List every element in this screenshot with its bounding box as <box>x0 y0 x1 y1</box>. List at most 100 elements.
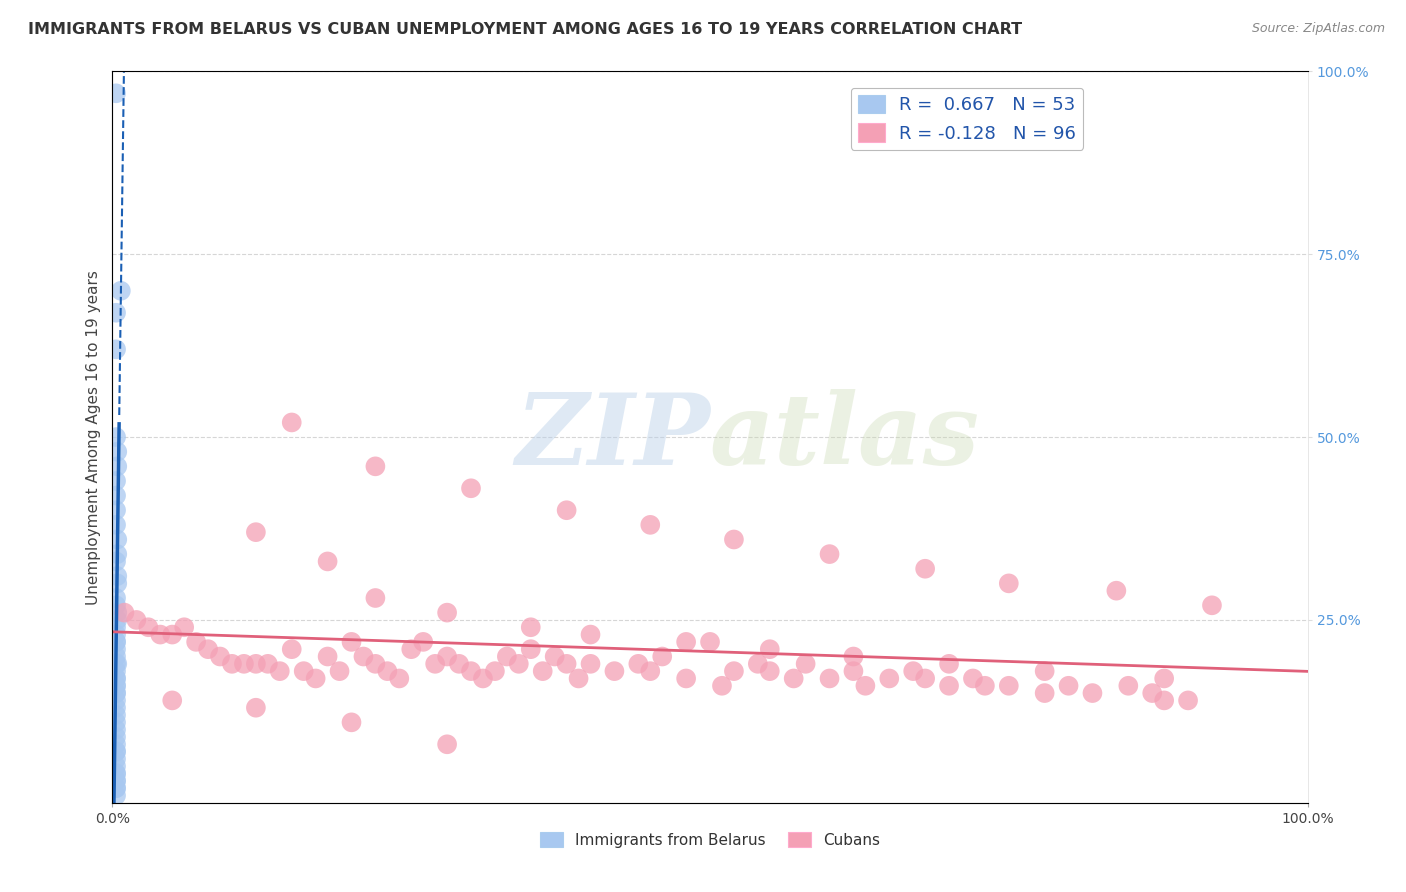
Point <box>711 679 734 693</box>
Point <box>1201 599 1223 613</box>
Point <box>105 657 128 671</box>
Point <box>436 649 458 664</box>
Point <box>105 723 128 737</box>
Point <box>316 554 339 568</box>
Point <box>747 657 769 671</box>
Point <box>388 672 411 686</box>
Point <box>555 503 578 517</box>
Point <box>105 627 128 641</box>
Point <box>879 672 901 686</box>
Legend: Immigrants from Belarus, Cubans: Immigrants from Belarus, Cubans <box>533 825 887 854</box>
Point <box>675 672 697 686</box>
Point <box>1153 672 1175 686</box>
Point <box>520 642 543 657</box>
Point <box>579 627 602 641</box>
Point <box>1118 679 1140 693</box>
Point <box>938 679 960 693</box>
Point <box>105 737 128 751</box>
Point <box>520 620 543 634</box>
Point <box>998 679 1021 693</box>
Point <box>114 606 135 620</box>
Point <box>233 657 256 671</box>
Point <box>105 789 128 803</box>
Point <box>1081 686 1104 700</box>
Point <box>329 664 352 678</box>
Point <box>531 664 554 678</box>
Point <box>162 693 183 707</box>
Point <box>162 627 183 641</box>
Point <box>105 635 128 649</box>
Point <box>1142 686 1164 700</box>
Point <box>221 657 243 671</box>
Point <box>794 657 817 671</box>
Point <box>209 649 232 664</box>
Point <box>105 576 128 591</box>
Point <box>257 657 280 671</box>
Point <box>640 664 662 678</box>
Point <box>105 459 128 474</box>
Point <box>269 664 291 678</box>
Point <box>316 649 339 664</box>
Point <box>568 672 591 686</box>
Point <box>579 657 602 671</box>
Point <box>105 87 128 101</box>
Point <box>186 635 208 649</box>
Point <box>105 489 128 503</box>
Point <box>914 562 936 576</box>
Point <box>105 672 128 686</box>
Text: ZIP: ZIP <box>515 389 710 485</box>
Point <box>640 517 662 532</box>
Point <box>245 657 267 671</box>
Point <box>105 306 128 320</box>
Point <box>149 627 172 641</box>
Point <box>105 766 128 780</box>
Point <box>105 679 128 693</box>
Point <box>105 547 128 561</box>
Point <box>998 576 1021 591</box>
Point <box>105 745 128 759</box>
Point <box>105 649 128 664</box>
Point <box>110 284 132 298</box>
Point <box>818 672 841 686</box>
Point <box>425 657 447 671</box>
Point <box>651 649 673 664</box>
Point <box>281 416 304 430</box>
Point <box>938 657 960 671</box>
Point <box>412 635 434 649</box>
Point <box>105 430 128 444</box>
Point <box>105 759 128 773</box>
Point <box>603 664 626 678</box>
Point <box>436 737 458 751</box>
Point <box>105 444 128 458</box>
Point <box>105 657 128 671</box>
Point <box>105 569 128 583</box>
Point <box>436 606 458 620</box>
Point <box>627 657 650 671</box>
Point <box>197 642 219 657</box>
Text: atlas: atlas <box>710 389 980 485</box>
Point <box>105 686 128 700</box>
Point <box>460 481 482 495</box>
Point <box>364 657 387 671</box>
Point <box>496 649 519 664</box>
Point <box>974 679 997 693</box>
Point <box>105 642 128 657</box>
Point <box>1033 686 1056 700</box>
Point <box>903 664 925 678</box>
Point <box>245 700 267 714</box>
Point <box>1057 679 1080 693</box>
Point <box>484 664 506 678</box>
Point <box>105 474 128 488</box>
Point <box>105 715 128 730</box>
Point <box>105 730 128 744</box>
Point <box>105 503 128 517</box>
Point <box>173 620 195 634</box>
Point <box>105 591 128 605</box>
Point <box>842 664 865 678</box>
Point <box>105 664 128 678</box>
Point <box>1153 693 1175 707</box>
Point <box>292 664 315 678</box>
Point <box>105 635 128 649</box>
Point <box>105 745 128 759</box>
Point <box>105 343 128 357</box>
